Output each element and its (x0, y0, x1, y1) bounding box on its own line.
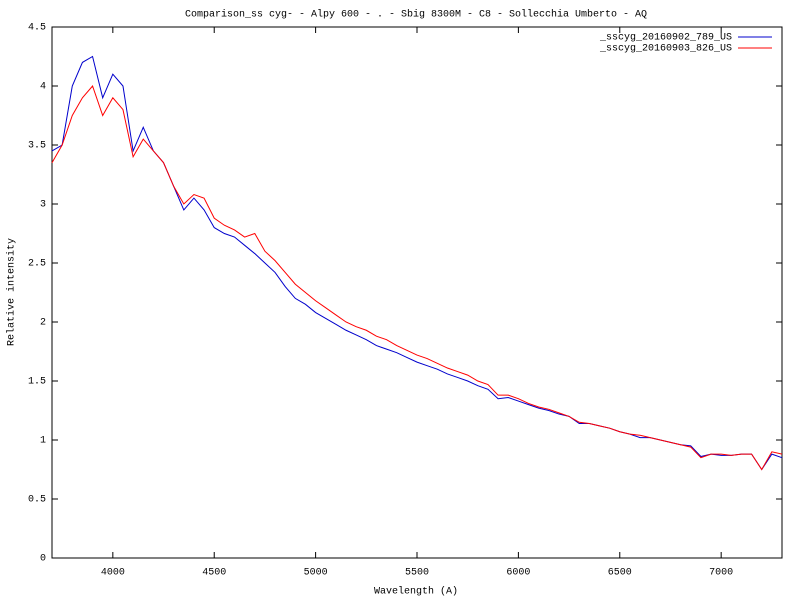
x-tick-label: 4000 (101, 568, 125, 579)
x-tick-label: 5500 (405, 568, 429, 579)
x-tick-label: 6000 (506, 568, 530, 579)
plot-border (51, 26, 783, 559)
legend-label: _sscyg_20160903_826_US (599, 44, 732, 55)
x-tick-label: 7000 (709, 568, 733, 579)
y-tick-label: 2.5 (28, 259, 46, 270)
y-tick-label: 4.5 (28, 23, 46, 34)
x-axis-label: Wavelength (A) (374, 586, 458, 598)
y-tick-label: 1.5 (28, 377, 46, 388)
x-tick-label: 6500 (608, 568, 632, 579)
y-tick-label: 2 (40, 318, 46, 329)
x-tick-label: 4500 (202, 568, 226, 579)
y-axis-label: Relative intensity (6, 238, 18, 346)
y-tick-label: 4 (40, 82, 46, 93)
y-tick-label: 3.5 (28, 141, 46, 152)
y-tick-label: 0 (40, 554, 46, 565)
y-tick-label: 3 (40, 200, 46, 211)
legend-label: _sscyg_20160902_789_US (599, 33, 732, 44)
spectrum-line (51, 55, 783, 471)
chart-title: Comparison_ss cyg- - Alpy 600 - . - Sbig… (185, 9, 647, 21)
spectrum-line (51, 85, 783, 471)
y-tick-label: 0.5 (28, 495, 46, 506)
y-tick-label: 1 (40, 436, 46, 447)
x-tick-label: 5000 (304, 568, 328, 579)
